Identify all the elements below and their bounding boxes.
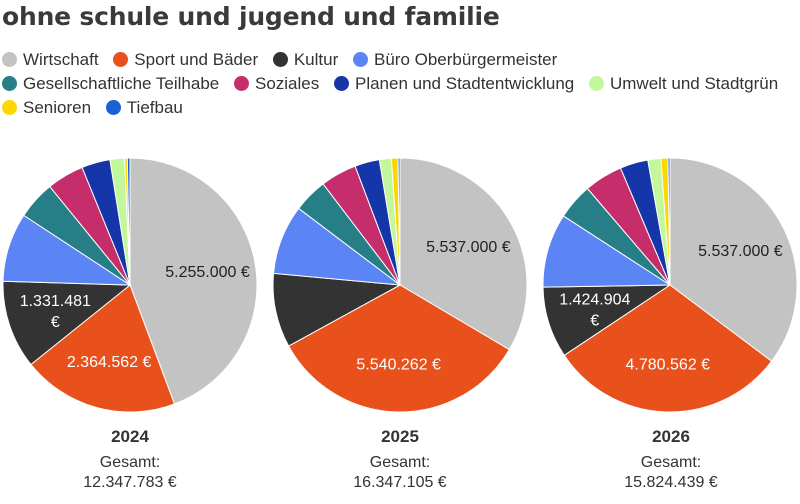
data-label-2026-wirtschaft: 5.537.000 € [698,243,783,260]
total-value-2026: 15.824.439 € [624,474,718,491]
pie-slice-2025-sport-und-baeder[interactable] [287,284,510,413]
legend-item-buero-oberbuergermeister[interactable]: Büro Oberbürgermeister [353,48,557,72]
legend-swatch [2,52,17,67]
total-label-2024: Gesamt: [99,454,161,471]
legend-swatch [233,76,249,91]
chart-title: ohne schule und jugend und familie [2,2,500,31]
legend-item-sport-und-baeder[interactable]: Sport und Bäder [113,48,258,72]
legend-label: Gesellschaftliche Teilhabe [23,74,220,93]
data-label-2024-kultur: 1.331.481 € [20,293,91,331]
data-label-2026-sport-und-baeder: 4.780.562 € [626,357,711,374]
pie-slice-2025-tiefbau[interactable] [397,157,401,286]
pie-slice-2025-kultur[interactable] [272,272,402,347]
total-label-2025: Gesamt: [369,454,431,471]
data-label-2024-sport-und-baeder: 2.364.562 € [67,354,152,371]
legend-swatch [588,76,604,91]
legend-item-gesellschaftliche-teilhabe[interactable]: Gesellschaftliche Teilhabe [2,72,219,96]
legend-label: Senioren [23,98,92,117]
legend-item-tiefbau[interactable]: Tiefbau [105,96,183,120]
pie-slice-2024-tiefbau[interactable] [126,157,131,286]
legend-swatch [272,52,288,67]
pie-slice-2024-wirtschaft[interactable] [129,157,258,405]
year-label-2026: 2026 [652,427,690,446]
pie-slice-2024-sport-und-baeder[interactable] [30,284,176,413]
data-label-2025-wirtschaft: 5.537.000 € [426,239,511,256]
pie-slice-2024-kultur[interactable] [2,280,132,366]
legend-swatch [113,52,129,67]
pie-slice-2026-sport-und-baeder[interactable] [563,284,773,413]
legend-label: Soziales [254,74,320,93]
legend-swatch [2,76,17,91]
year-label-2025: 2025 [381,427,419,446]
legend-item-soziales[interactable]: Soziales [233,72,320,96]
legend-item-senioren[interactable]: Senioren [2,96,91,120]
legend-label: Kultur [293,50,339,69]
data-label-2026-kultur: 1.424.904 € [559,291,630,329]
legend-label: Sport und Bäder [134,50,259,69]
legend: Wirtschaft Sport und Bäder Kultur Büro O… [2,48,792,120]
legend-item-umwelt-und-stadtgruen[interactable]: Umwelt und Stadtgrün [588,72,779,96]
legend-item-kultur[interactable]: Kultur [272,48,339,72]
legend-label: Wirtschaft [23,50,99,69]
pie-slice-2026-buero-oberbuergermeister[interactable] [542,215,672,288]
year-label-2024: 2024 [111,427,149,446]
legend-item-wirtschaft[interactable]: Wirtschaft [2,48,99,72]
total-value-2024: 12.347.783 € [83,474,177,491]
pie-slice-2026-tiefbau[interactable] [667,157,671,286]
legend-swatch [353,52,368,67]
total-value-2025: 16.347.105 € [353,474,447,491]
legend-swatch [105,100,121,115]
legend-label: Büro Oberbürgermeister [374,50,558,69]
legend-label: Tiefbau [126,98,183,117]
data-label-2025-sport-und-baeder: 5.540.262 € [356,357,441,374]
legend-label: Planen und Stadtentwicklung [354,74,575,93]
total-label-2026: Gesamt: [640,454,702,471]
pie-slice-2026-wirtschaft[interactable] [669,157,798,362]
legend-item-planen-und-stadtentwicklung[interactable]: Planen und Stadtentwicklung [333,72,575,96]
legend-swatch [333,76,349,91]
data-label-2024-wirtschaft: 5.255.000 € [165,264,250,281]
legend-swatch [2,100,17,115]
pie-slice-2025-wirtschaft[interactable] [399,157,528,351]
legend-label: Umwelt und Stadtgrün [609,74,779,93]
